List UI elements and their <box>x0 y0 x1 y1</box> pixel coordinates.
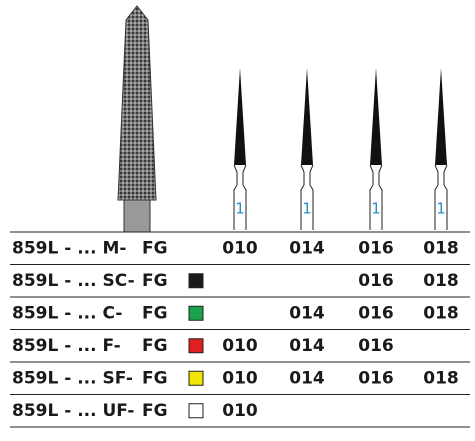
size: 014 <box>289 303 325 323</box>
size: 016 <box>358 271 394 291</box>
size: 018 <box>423 271 459 291</box>
shank-type: FG <box>142 303 168 323</box>
size: 010 <box>222 336 258 356</box>
size: 016 <box>358 336 394 356</box>
size: 014 <box>289 238 325 258</box>
product-code: 859L - ... SF- <box>12 368 133 388</box>
product-code: 859L - ... M- <box>12 238 126 258</box>
size: 016 <box>358 303 394 323</box>
size: 016 <box>358 238 394 258</box>
shank-type: FG <box>142 336 168 356</box>
grit-swatch <box>188 403 204 419</box>
bur-neck <box>233 164 247 230</box>
shank-type: FG <box>142 368 168 388</box>
shank-label: 1 <box>371 200 381 218</box>
grit-swatch <box>188 370 204 386</box>
shank-label: 1 <box>302 200 312 218</box>
size-table: 859L - ... M- FG 010 014 016 018 859L - ... SC… <box>10 231 470 428</box>
shank-label: 1 <box>235 200 245 218</box>
bur-neck <box>434 164 448 230</box>
size: 018 <box>423 368 459 388</box>
small-burs: 1 1 1 1 <box>233 68 448 230</box>
grit-swatch <box>188 305 204 321</box>
size: 010 <box>222 401 258 421</box>
size: 014 <box>289 336 325 356</box>
shank-type: FG <box>142 271 168 291</box>
size: 018 <box>423 303 459 323</box>
size: 014 <box>289 368 325 388</box>
product-code: 859L - ... UF- <box>12 401 134 421</box>
grit-swatch <box>188 273 204 289</box>
bur-neck <box>369 164 383 230</box>
size: 018 <box>423 238 459 258</box>
size: 010 <box>222 238 258 258</box>
product-code: 859L - ... F- <box>12 336 121 356</box>
bur-tip <box>301 68 313 165</box>
shank-type: FG <box>142 238 168 258</box>
product-code: 859L - ... SC- <box>12 271 135 291</box>
large-bur <box>117 5 157 233</box>
size: 010 <box>222 368 258 388</box>
bur-neck <box>300 164 314 230</box>
size: 016 <box>358 368 394 388</box>
bur-tip <box>435 68 447 165</box>
bur-tip <box>234 68 246 165</box>
bur-tip <box>370 68 382 165</box>
grit-swatch <box>188 338 204 354</box>
shank-label: 1 <box>436 200 446 218</box>
shank-type: FG <box>142 401 168 421</box>
product-code: 859L - ... C- <box>12 303 122 323</box>
